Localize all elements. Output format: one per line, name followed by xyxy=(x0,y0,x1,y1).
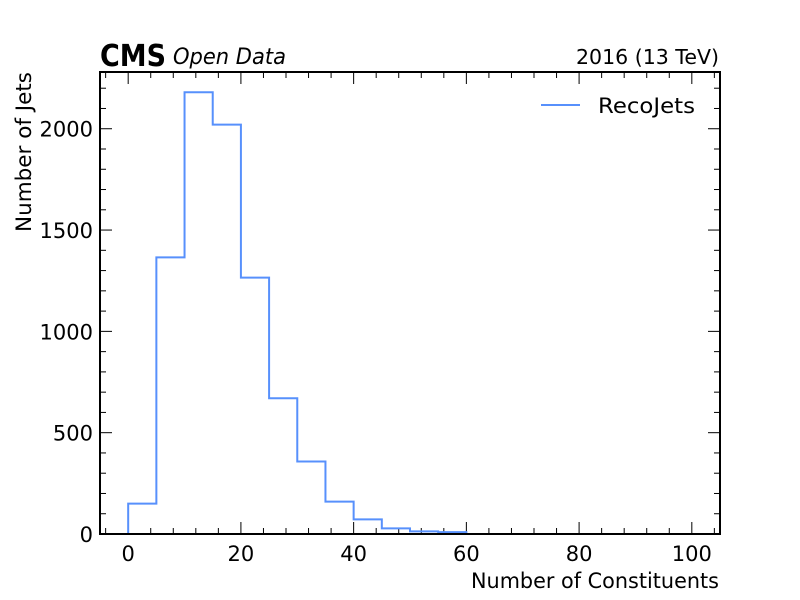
legend-label: RecoJets xyxy=(598,94,695,118)
y-tick-label: 2000 xyxy=(40,118,93,142)
axis-ticks xyxy=(100,72,720,535)
x-axis-label: Number of Constituents xyxy=(471,569,719,593)
run-label: 2016 (13 TeV) xyxy=(576,45,719,69)
histogram-bin xyxy=(297,461,325,534)
histogram-bin xyxy=(354,519,382,534)
histogram-bin xyxy=(185,92,213,534)
histogram-series-recojets xyxy=(127,91,468,534)
plot-frame xyxy=(99,71,721,535)
x-tick-label: 0 xyxy=(121,542,134,566)
histogram-bin xyxy=(156,257,184,534)
histogram-bin xyxy=(325,502,353,534)
histogram-bin xyxy=(128,504,156,534)
x-tick-label: 40 xyxy=(340,542,367,566)
histogram-bin xyxy=(241,278,269,534)
y-tick-label: 1500 xyxy=(40,219,93,243)
cms-label: CMS xyxy=(100,39,166,74)
y-axis-label: Number of Jets xyxy=(12,72,36,232)
histogram-bin xyxy=(213,125,241,534)
histogram-bin xyxy=(269,398,297,534)
y-tick-label: 0 xyxy=(80,523,93,547)
x-tick-label: 60 xyxy=(453,542,480,566)
y-tick-label: 500 xyxy=(53,422,93,446)
x-tick-label: 100 xyxy=(672,542,712,566)
open-data-label: Open Data xyxy=(173,45,286,70)
series-layer xyxy=(127,91,468,534)
x-tick-label: 20 xyxy=(228,542,255,566)
y-tick-label: 1000 xyxy=(40,320,93,344)
legend: RecoJets xyxy=(541,94,695,118)
x-tick-label: 80 xyxy=(566,542,593,566)
